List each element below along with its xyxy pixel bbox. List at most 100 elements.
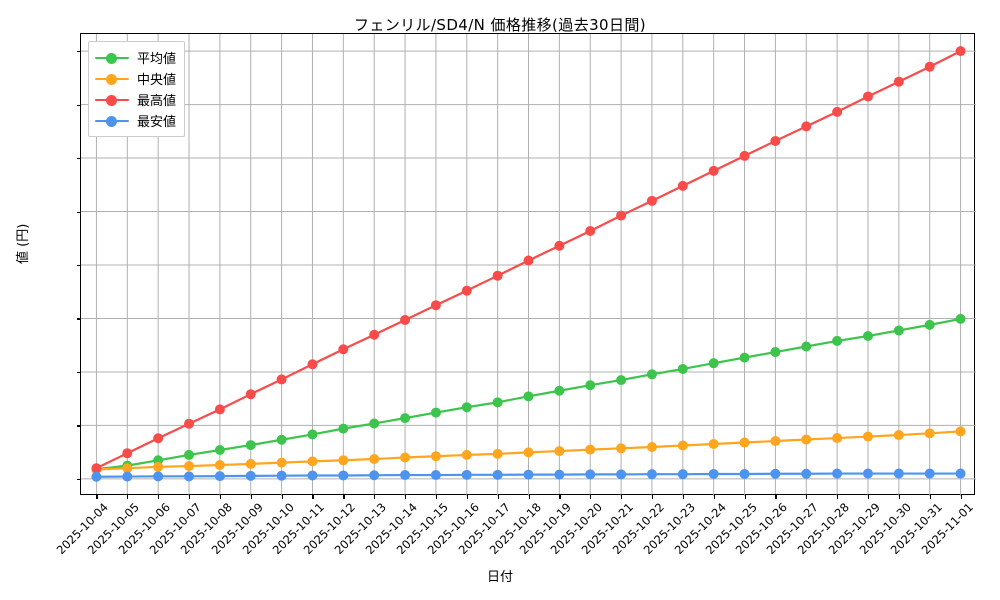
data-point xyxy=(369,329,380,340)
y-tick-mark xyxy=(76,158,81,160)
series-lines xyxy=(91,46,966,482)
y-tick-mark xyxy=(76,425,81,427)
data-point xyxy=(184,449,195,460)
data-point xyxy=(369,470,380,481)
legend-label: 中央値 xyxy=(137,73,177,88)
data-point xyxy=(245,470,256,481)
data-point xyxy=(91,463,102,474)
y-tick-mark xyxy=(76,211,81,213)
y-axis-label: 値 (円) xyxy=(16,223,31,264)
x-tick-mark xyxy=(405,494,407,499)
x-tick-mark xyxy=(806,494,808,499)
data-point xyxy=(708,165,719,176)
data-point xyxy=(523,391,534,402)
data-point xyxy=(585,469,596,480)
data-point xyxy=(646,442,657,453)
legend-item-3[interactable]: 最安値 xyxy=(95,110,176,131)
data-point xyxy=(307,456,318,467)
data-point xyxy=(400,413,411,424)
data-point xyxy=(677,440,688,451)
x-tick-mark xyxy=(682,494,684,499)
y-tick-mark xyxy=(76,478,81,481)
data-point xyxy=(770,347,781,358)
y-tick-mark xyxy=(76,51,81,53)
data-point xyxy=(307,470,318,481)
data-point xyxy=(832,433,843,444)
series-2 xyxy=(91,46,966,474)
data-point xyxy=(955,313,966,324)
x-tick-mark xyxy=(929,494,931,499)
data-point xyxy=(245,440,256,451)
legend-label: 最安値 xyxy=(137,115,177,130)
x-tick-mark xyxy=(435,494,438,499)
data-point xyxy=(461,469,472,480)
x-tick-mark xyxy=(867,494,870,499)
x-tick-mark xyxy=(250,494,252,499)
data-point xyxy=(585,444,596,455)
data-point xyxy=(955,468,966,479)
data-point xyxy=(245,389,256,400)
data-point xyxy=(122,471,133,482)
legend-marker-icon xyxy=(95,52,129,64)
x-tick-mark xyxy=(528,494,530,499)
data-point xyxy=(153,461,164,472)
data-point xyxy=(245,458,256,469)
x-tick-mark xyxy=(775,494,777,499)
data-point xyxy=(400,470,411,481)
data-point xyxy=(184,418,195,429)
data-point xyxy=(924,468,935,479)
data-point xyxy=(893,76,904,87)
data-point xyxy=(646,195,657,206)
data-point xyxy=(770,436,781,447)
data-point xyxy=(338,470,349,481)
series-1 xyxy=(91,426,966,475)
x-tick-mark xyxy=(960,494,962,499)
data-point xyxy=(461,449,472,460)
data-point xyxy=(862,431,873,442)
x-tick-mark xyxy=(158,494,160,499)
legend-label: 最高値 xyxy=(137,94,177,109)
data-point xyxy=(430,451,441,462)
data-point xyxy=(523,469,534,480)
data-point xyxy=(739,437,750,448)
data-point xyxy=(801,121,812,132)
data-point xyxy=(708,439,719,450)
x-tick-mark xyxy=(621,494,623,499)
data-point xyxy=(585,225,596,236)
data-point xyxy=(430,407,441,418)
data-point xyxy=(369,418,380,429)
data-point xyxy=(338,344,349,355)
legend-item-0[interactable]: 平均値 xyxy=(95,47,176,68)
data-point xyxy=(832,106,843,117)
legend-marker-icon xyxy=(95,115,129,127)
data-point xyxy=(214,445,225,456)
data-point xyxy=(461,285,472,296)
data-point xyxy=(492,469,503,480)
data-point xyxy=(400,452,411,463)
legend-label: 平均値 xyxy=(137,52,177,67)
x-tick-mark xyxy=(127,494,129,499)
data-point xyxy=(523,447,534,458)
legend-item-2[interactable]: 最高値 xyxy=(95,89,176,110)
legend-item-1[interactable]: 中央値 xyxy=(95,68,176,89)
data-point xyxy=(862,468,873,479)
data-point xyxy=(214,459,225,470)
data-point xyxy=(893,325,904,336)
data-point xyxy=(153,433,164,444)
data-point xyxy=(616,469,627,480)
data-point xyxy=(924,61,935,72)
data-point xyxy=(554,385,565,396)
data-point xyxy=(122,463,133,474)
data-point xyxy=(91,471,102,482)
data-point xyxy=(585,380,596,391)
data-point xyxy=(214,404,225,415)
data-point xyxy=(276,457,287,468)
y-tick-mark xyxy=(76,104,81,106)
data-point xyxy=(153,471,164,482)
x-tick-mark xyxy=(466,494,468,499)
x-tick-mark xyxy=(713,494,715,499)
x-tick-mark xyxy=(96,494,98,499)
data-point xyxy=(184,461,195,472)
x-tick-mark xyxy=(374,494,376,499)
chart-title: フェンリル/SD4/N 価格推移(過去30日間) xyxy=(353,16,647,34)
